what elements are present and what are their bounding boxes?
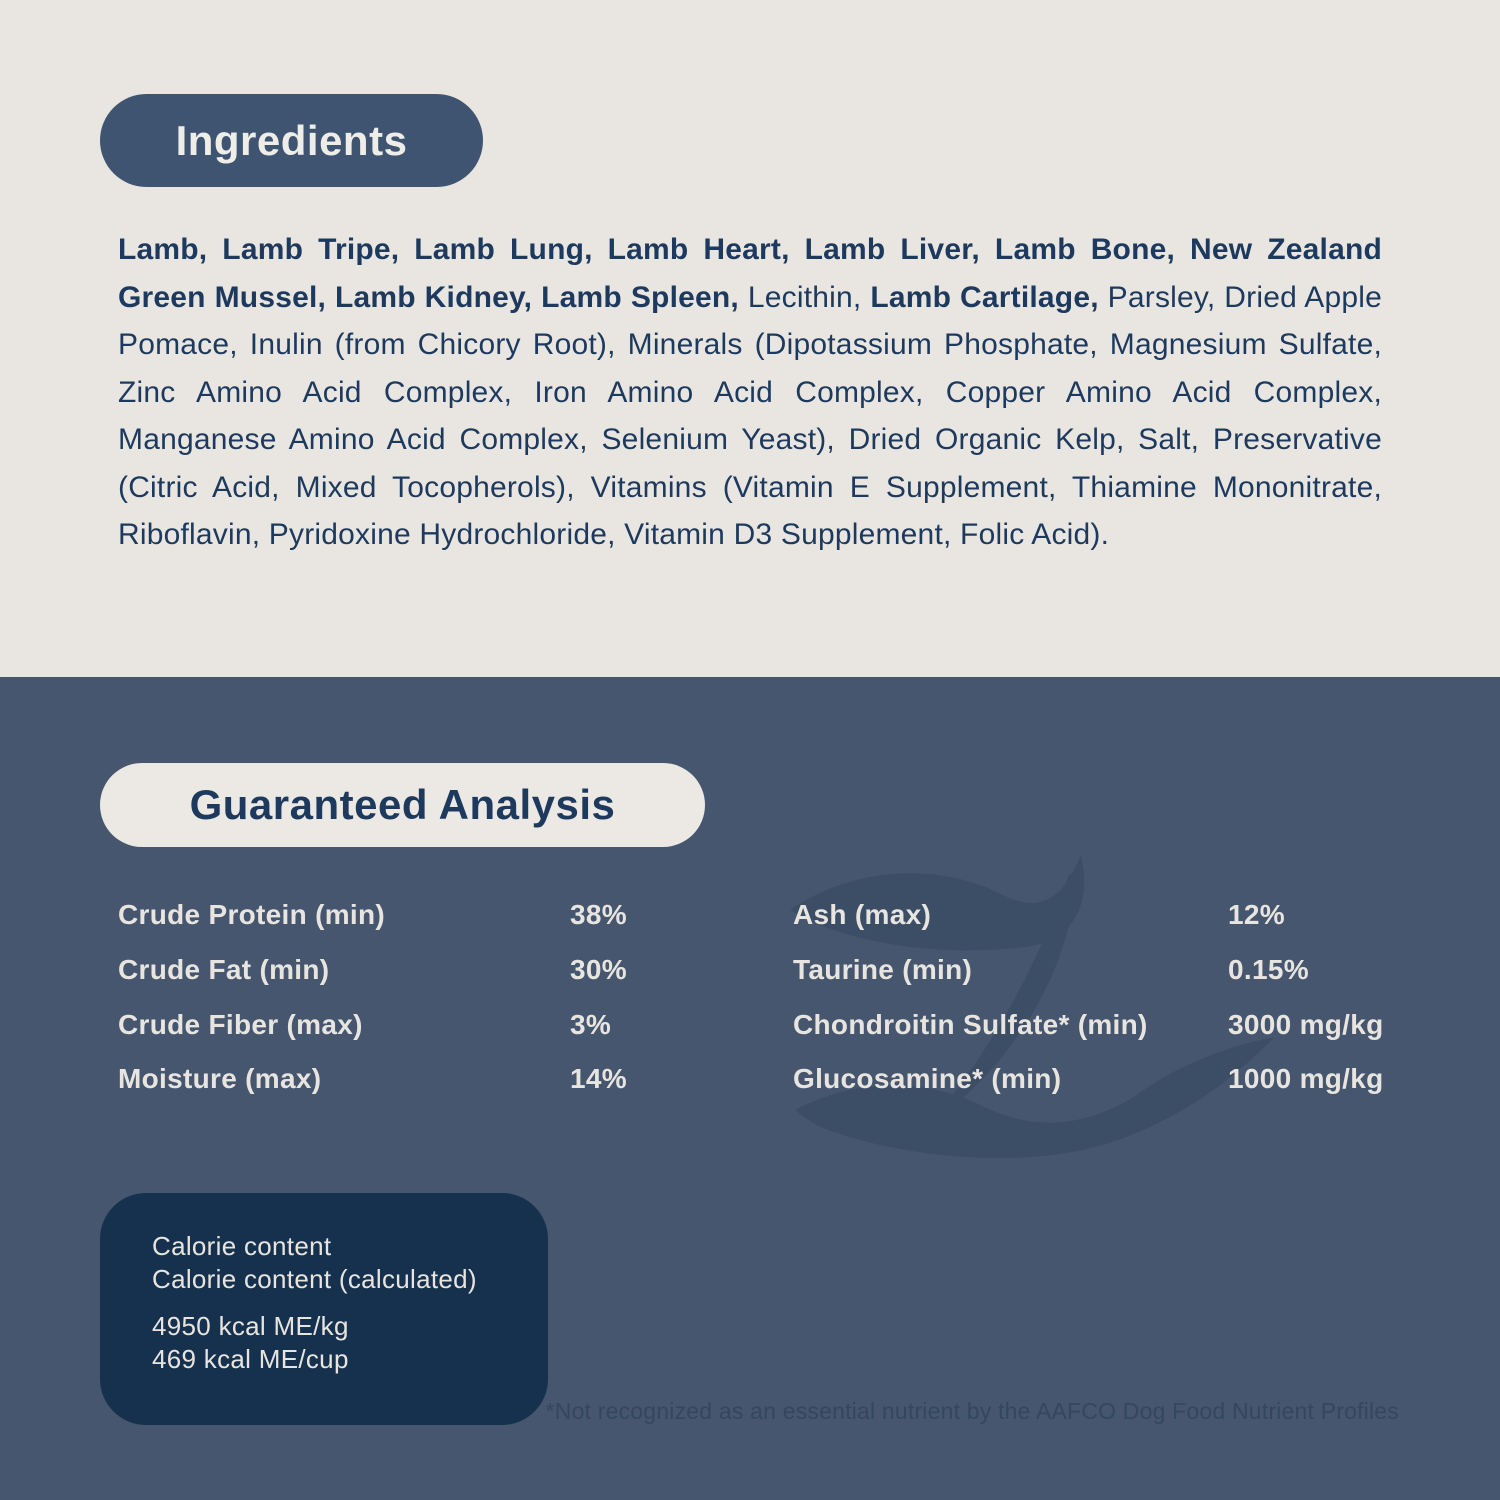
analysis-value: 1000 mg/kg <box>1228 1063 1384 1095</box>
analysis-column-left: Crude Protein (min) 38% Crude Fat (min) … <box>118 888 758 1107</box>
analysis-label: Crude Fiber (max) <box>118 1008 363 1040</box>
analysis-label: Ash (max) <box>793 899 932 931</box>
ingredients-heading: Ingredients <box>175 116 408 164</box>
calorie-content-title: Calorie content <box>152 1231 332 1261</box>
calorie-content-card: Calorie content Calorie content (calcula… <box>100 1193 548 1425</box>
analysis-value: 0.15% <box>1228 954 1309 986</box>
calorie-content-titles: Calorie content Calorie content (calcula… <box>152 1230 548 1295</box>
analysis-column-right: Ash (max) 12% Taurine (min) 0.15% Chondr… <box>793 888 1408 1107</box>
guaranteed-analysis-heading-pill: Guaranteed Analysis <box>100 763 705 847</box>
ingredients-regular-mid: Lecithin, <box>738 280 871 314</box>
calorie-content-title-calculated: Calorie content (calculated) <box>152 1263 477 1294</box>
analysis-label: Moisture (max) <box>118 1063 322 1095</box>
analysis-value: 38% <box>570 899 627 931</box>
analysis-label: Glucosamine* (min) <box>793 1063 1062 1095</box>
analysis-label: Crude Protein (min) <box>118 899 386 931</box>
analysis-value: 12% <box>1228 899 1285 931</box>
analysis-value: 30% <box>570 954 627 986</box>
calorie-kcal-per-cup: 469 kcal ME/cup <box>152 1343 349 1374</box>
ingredients-paragraph: Lamb, Lamb Tripe, Lamb Lung, Lamb Heart,… <box>118 226 1382 559</box>
guaranteed-analysis-heading: Guaranteed Analysis <box>189 781 616 828</box>
ingredients-regular-tail: Parsley, Dried Apple Pomace, Inulin (fro… <box>118 280 1382 552</box>
aafco-footnote: *Not recognized as an essential nutrient… <box>545 1398 1399 1424</box>
ingredients-bold-lead: Lamb, Lamb Tripe, Lamb Lung, Lamb Heart,… <box>118 233 1382 314</box>
ingredients-heading-pill: Ingredients <box>100 94 483 187</box>
analysis-label: Taurine (min) <box>793 954 973 986</box>
analysis-value: 3% <box>570 1008 612 1040</box>
decorative-swirl-graphic <box>790 854 1275 1159</box>
analysis-value: 3000 mg/kg <box>1228 1008 1384 1040</box>
calorie-kcal-per-kg: 4950 kcal ME/kg <box>152 1311 349 1341</box>
ingredients-bold-mid: Lamb Cartilage, <box>870 280 1099 314</box>
calorie-content-values: 4950 kcal ME/kg 469 kcal ME/cup <box>152 1310 548 1375</box>
analysis-label: Crude Fat (min) <box>118 954 330 986</box>
analysis-value: 14% <box>570 1063 627 1095</box>
analysis-label: Chondroitin Sulfate* (min) <box>793 1008 1148 1040</box>
